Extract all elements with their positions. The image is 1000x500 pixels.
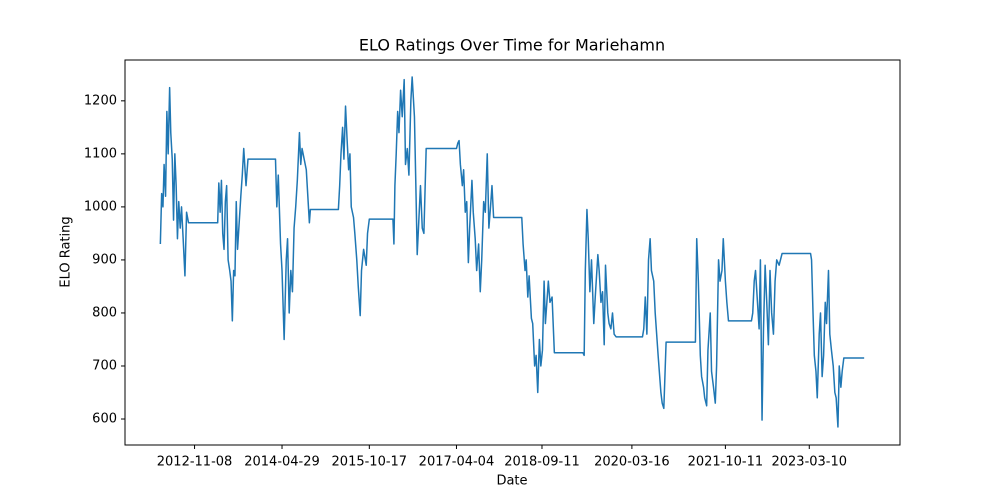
x-tick-label: 2021-10-11 xyxy=(688,455,764,470)
x-tick-label: 2020-03-16 xyxy=(594,455,670,470)
y-tick-label: 1000 xyxy=(84,199,117,214)
x-tick-label: 2018-09-11 xyxy=(504,455,580,470)
y-tick-label: 900 xyxy=(92,252,117,267)
x-tick-label: 2014-04-29 xyxy=(244,455,320,470)
series-line xyxy=(159,76,865,428)
y-tick-label: 1100 xyxy=(84,146,117,161)
x-tick-label: 2023-03-10 xyxy=(771,455,847,470)
x-tick-label: 2012-11-08 xyxy=(157,455,233,470)
plot-frame xyxy=(124,59,901,446)
y-tick-label: 800 xyxy=(92,305,117,320)
y-tick-label: 700 xyxy=(92,358,117,373)
y-axis-label: ELO Rating xyxy=(59,216,74,287)
x-tick-label: 2015-10-17 xyxy=(332,455,408,470)
chart-title: ELO Ratings Over Time for Mariehamn xyxy=(359,36,665,55)
x-axis-label: Date xyxy=(496,474,527,489)
x-tick-label: 2017-04-04 xyxy=(419,455,495,470)
y-tick-label: 1200 xyxy=(84,93,117,108)
y-tick-label: 600 xyxy=(92,412,117,427)
